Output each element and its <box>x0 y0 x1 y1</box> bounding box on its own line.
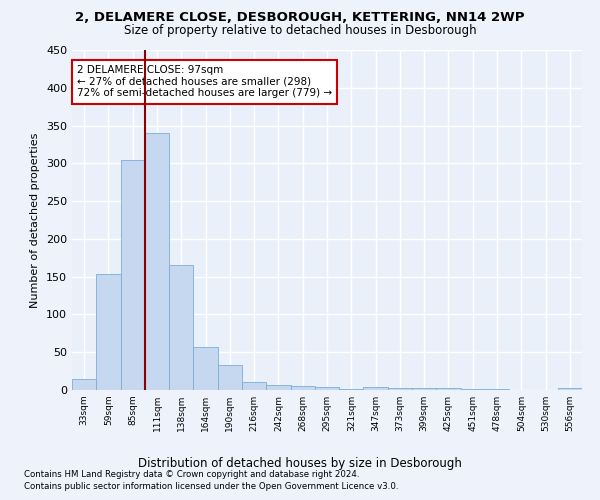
Text: 2, DELAMERE CLOSE, DESBOROUGH, KETTERING, NN14 2WP: 2, DELAMERE CLOSE, DESBOROUGH, KETTERING… <box>75 11 525 24</box>
Bar <box>388 388 412 390</box>
Text: Size of property relative to detached houses in Desborough: Size of property relative to detached ho… <box>124 24 476 37</box>
Bar <box>412 388 436 390</box>
Bar <box>96 274 121 390</box>
Y-axis label: Number of detached properties: Number of detached properties <box>31 132 40 308</box>
Bar <box>242 382 266 390</box>
Bar <box>315 387 339 390</box>
Bar <box>461 389 485 390</box>
Bar <box>266 384 290 390</box>
Bar <box>290 386 315 390</box>
Bar <box>193 347 218 390</box>
Text: Distribution of detached houses by size in Desborough: Distribution of detached houses by size … <box>138 458 462 470</box>
Bar <box>145 133 169 390</box>
Text: 2 DELAMERE CLOSE: 97sqm
← 27% of detached houses are smaller (298)
72% of semi-d: 2 DELAMERE CLOSE: 97sqm ← 27% of detache… <box>77 66 332 98</box>
Bar <box>485 389 509 390</box>
Bar <box>72 378 96 390</box>
Bar <box>364 387 388 390</box>
Bar <box>218 365 242 390</box>
Bar <box>339 389 364 390</box>
Text: Contains HM Land Registry data © Crown copyright and database right 2024.: Contains HM Land Registry data © Crown c… <box>24 470 359 479</box>
Bar <box>169 266 193 390</box>
Text: Contains public sector information licensed under the Open Government Licence v3: Contains public sector information licen… <box>24 482 398 491</box>
Bar <box>558 388 582 390</box>
Bar <box>121 160 145 390</box>
Bar <box>436 388 461 390</box>
